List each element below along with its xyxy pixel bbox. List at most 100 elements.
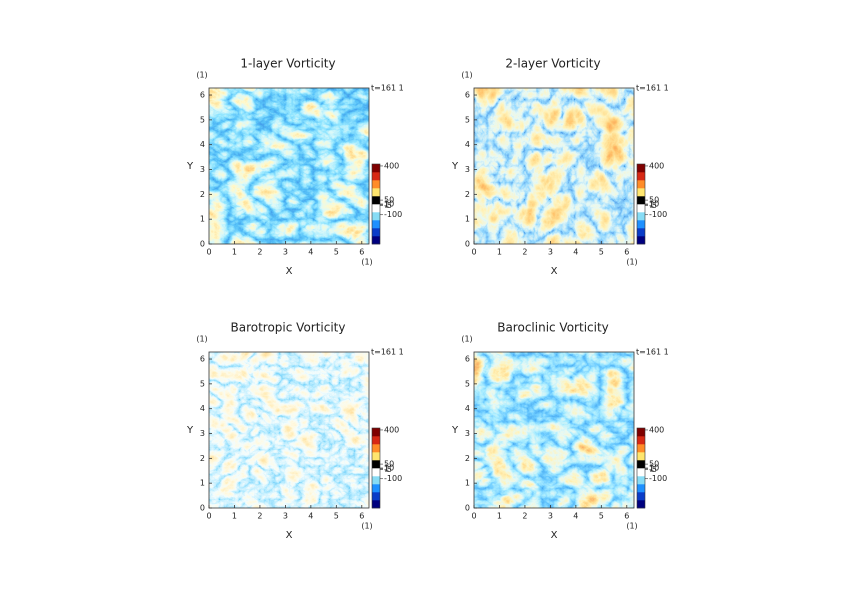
y-tick-label: 1 [200, 215, 205, 224]
colorbar-segment [637, 460, 645, 469]
y-axis-label: Y [186, 161, 194, 172]
x-tick-label: 4 [308, 248, 313, 257]
colorbar-segment [372, 196, 380, 205]
colorbar-segment [637, 428, 645, 437]
time-label: t=161 1 [371, 348, 404, 357]
colorbar-segment [372, 436, 380, 445]
y-tick-label: 4 [465, 404, 470, 413]
colorbar-tick-label: -5 [649, 201, 657, 210]
colorbar-segment [637, 212, 645, 221]
y-tick-label: 2 [200, 454, 205, 463]
colorbar-tick-label: 400 [649, 161, 664, 170]
y-tick-label: 5 [465, 115, 470, 124]
colorbar-tick-label: -5 [649, 465, 657, 474]
colorbar-segment [372, 228, 380, 237]
colorbar-segment [372, 468, 380, 477]
time-label: t=161 1 [636, 84, 669, 93]
y-tick-label: 0 [200, 504, 205, 513]
colorbar-segment [637, 180, 645, 189]
x-tick-label: 1 [497, 248, 502, 257]
y-unit: (1) [461, 335, 472, 344]
vorticity-field [474, 88, 634, 244]
colorbar-segment [637, 164, 645, 173]
colorbar-segment [372, 180, 380, 189]
colorbar-segment [637, 204, 645, 213]
x-tick-label: 6 [624, 512, 629, 521]
y-tick-label: 2 [465, 454, 470, 463]
colorbar-tick-label: -100 [384, 474, 402, 483]
colorbar-segment [372, 188, 380, 197]
colorbar-tick-label: 50 [649, 460, 659, 469]
colorbar-segment [637, 444, 645, 453]
colorbar-tick-label: 50 [649, 196, 659, 205]
colorbar-segment [372, 460, 380, 469]
x-unit: (1) [626, 258, 637, 267]
colorbar-tick-label: 10 [649, 200, 659, 209]
x-unit: (1) [626, 522, 637, 531]
colorbar-segment [637, 436, 645, 445]
colorbar-segment [637, 220, 645, 229]
x-tick-label: 6 [359, 248, 364, 257]
colorbar-tick-label: 10 [384, 464, 394, 473]
colorbar-tick-label: 400 [384, 161, 399, 170]
y-tick-label: 5 [200, 115, 205, 124]
x-tick-label: 0 [206, 248, 211, 257]
x-tick-label: 3 [548, 512, 553, 521]
x-axis-label: X [286, 530, 293, 541]
colorbar-tick-label: -100 [384, 210, 402, 219]
colorbar-segment [637, 484, 645, 493]
time-label: t=161 1 [636, 348, 669, 357]
y-axis-label: Y [451, 161, 459, 172]
x-axis-label: X [551, 530, 558, 541]
vorticity-field [209, 352, 369, 508]
y-tick-label: 4 [465, 140, 470, 149]
x-tick-label: 4 [308, 512, 313, 521]
panel-title: 1-layer Vorticity [240, 57, 335, 71]
y-tick-label: 3 [465, 165, 470, 174]
colorbar-tick-label: -100 [649, 474, 667, 483]
x-tick-label: 4 [573, 248, 578, 257]
y-tick-label: 5 [465, 379, 470, 388]
x-tick-label: 1 [497, 512, 502, 521]
colorbar-tick-label: 50 [384, 196, 394, 205]
plot-frame [208, 351, 370, 509]
y-axis-label: Y [186, 425, 194, 436]
colorbar-tick-label: 1 [384, 464, 389, 473]
colorbar-tick-label: 1 [649, 464, 654, 473]
x-tick-label: 1 [232, 248, 237, 257]
x-tick-label: 3 [283, 512, 288, 521]
panel: 1-layer Vorticity X Y (1) (1) t=161 1 0 1 2 3 4 5 6 0… [186, 57, 404, 278]
y-tick-label: 1 [465, 479, 470, 488]
plot-frame [208, 87, 370, 245]
x-tick-label: 3 [548, 248, 553, 257]
x-tick-label: 4 [573, 512, 578, 521]
colorbar-tick-label: 400 [384, 425, 399, 434]
colorbar-segment [372, 444, 380, 453]
y-tick-label: 0 [465, 504, 470, 513]
y-tick-label: 1 [200, 479, 205, 488]
colorbar-tick-label: 10 [384, 200, 394, 209]
colorbar-segment [372, 484, 380, 493]
y-tick-label: 3 [200, 165, 205, 174]
y-tick-label: 6 [465, 91, 470, 100]
x-tick-label: 0 [206, 512, 211, 521]
colorbar-tick-label: -100 [649, 210, 667, 219]
colorbar-tick-label: 1 [384, 200, 389, 209]
y-axis-label: Y [451, 425, 459, 436]
y-tick-label: 3 [465, 429, 470, 438]
colorbar-segment [372, 204, 380, 213]
colorbar-segment [372, 476, 380, 485]
colorbar-segment [637, 500, 645, 509]
x-tick-label: 5 [599, 512, 604, 521]
y-tick-label: 1 [465, 215, 470, 224]
colorbar-segment [372, 236, 380, 245]
x-tick-label: 5 [334, 512, 339, 521]
colorbar-tick-label: 50 [384, 460, 394, 469]
plot-frame [473, 87, 635, 245]
colorbar-segment [372, 428, 380, 437]
colorbar-segment [372, 212, 380, 221]
x-axis-label: X [551, 266, 558, 277]
y-tick-label: 6 [200, 91, 205, 100]
colorbar-segment [372, 492, 380, 501]
